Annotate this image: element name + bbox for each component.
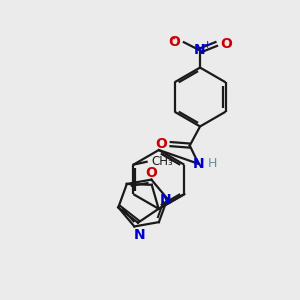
- Text: N: N: [160, 193, 172, 207]
- Text: N: N: [193, 157, 204, 171]
- Text: -: -: [170, 33, 175, 47]
- Text: O: O: [221, 37, 232, 51]
- Text: N: N: [194, 44, 206, 58]
- Text: +: +: [203, 40, 212, 50]
- Text: O: O: [145, 166, 157, 179]
- Text: O: O: [168, 35, 180, 49]
- Text: O: O: [155, 136, 167, 151]
- Text: CH₃: CH₃: [151, 155, 173, 168]
- Text: N: N: [134, 228, 145, 242]
- Text: H: H: [207, 157, 217, 170]
